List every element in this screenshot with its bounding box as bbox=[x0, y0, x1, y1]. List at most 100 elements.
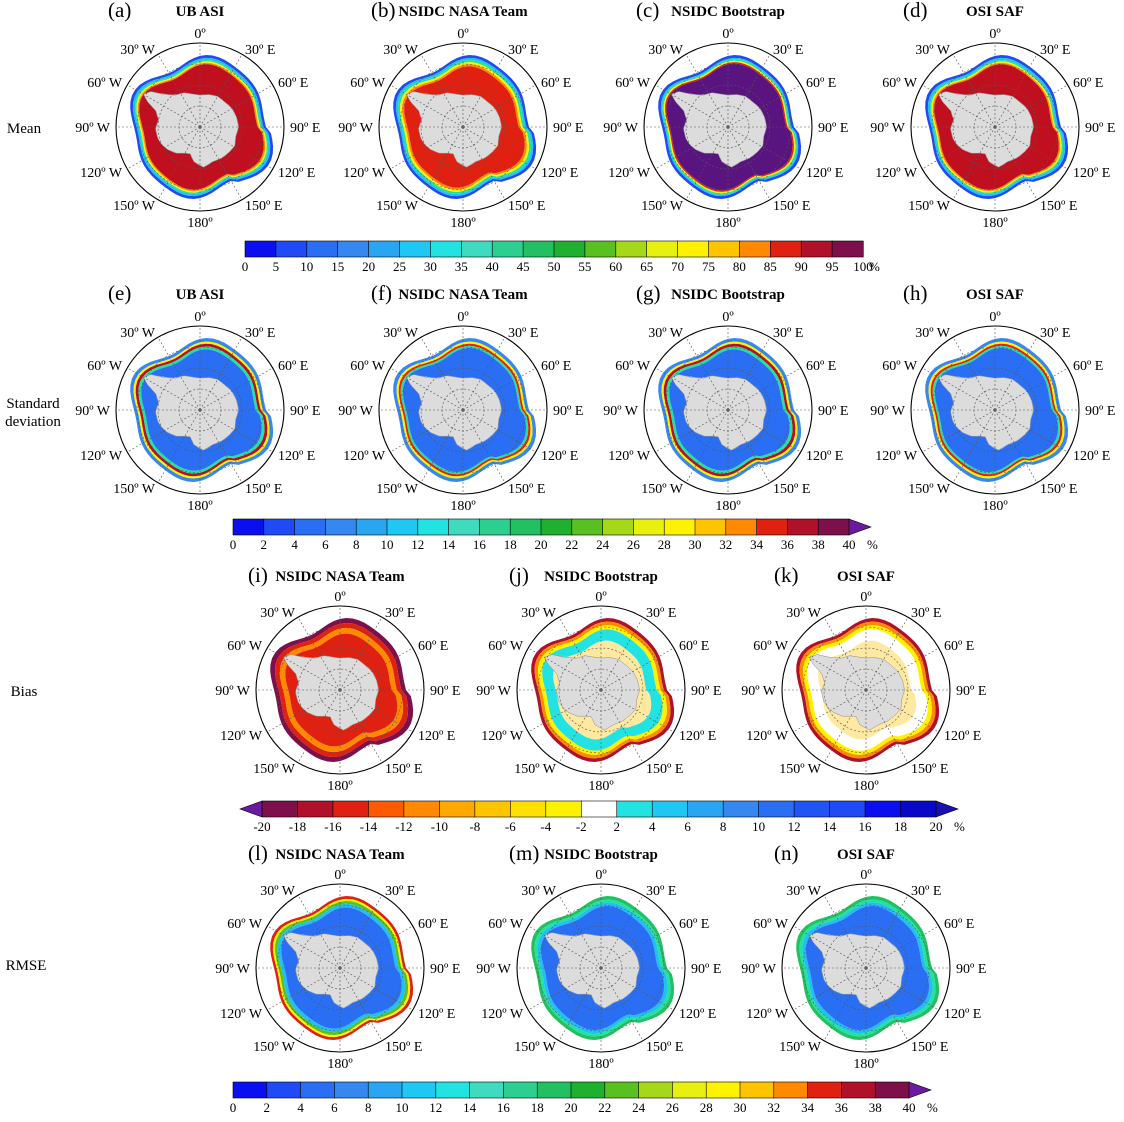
panel-letter: (e) bbox=[108, 281, 131, 305]
colorbar-unit: % bbox=[867, 537, 878, 552]
label-east-60: 60º E bbox=[418, 639, 448, 654]
colorbar-swatch bbox=[540, 518, 573, 536]
colorbar-swatch bbox=[800, 240, 833, 258]
colorbar-swatch bbox=[417, 518, 450, 536]
label-east-90: 90º E bbox=[1085, 404, 1115, 419]
label-east-90: 90º E bbox=[691, 684, 721, 699]
label-east-60: 60º E bbox=[806, 359, 836, 374]
colorbar-swatch bbox=[300, 1081, 335, 1099]
meridian-line bbox=[865, 647, 939, 691]
meridian-line bbox=[655, 409, 729, 453]
meridian-line bbox=[952, 409, 996, 483]
meridian-line bbox=[600, 895, 644, 969]
meridian-line bbox=[339, 689, 383, 763]
label-180-deg: 180º bbox=[588, 1057, 614, 1072]
label-west-60: 60º W bbox=[227, 917, 263, 932]
panel-letter: (m) bbox=[509, 841, 539, 865]
label-0-deg: 0º bbox=[457, 27, 469, 42]
label-west-30: 30º W bbox=[521, 884, 557, 899]
label-180-deg: 180º bbox=[450, 216, 476, 231]
label-west-90: 90º W bbox=[338, 121, 374, 136]
map-panel-l: (l) NSIDC NASA Team 0º 180º 30º E 30º W 60º E 6… bbox=[215, 841, 460, 1072]
colorbar-tick-label: 22 bbox=[565, 537, 578, 552]
label-west-30: 30º W bbox=[786, 884, 822, 899]
panel-title: NSIDC Bootstrap bbox=[544, 569, 658, 585]
meridian-line bbox=[127, 367, 201, 411]
colorbar-tick-label: 25 bbox=[393, 259, 406, 274]
meridian-line bbox=[952, 126, 996, 200]
label-east-120: 120º E bbox=[679, 1007, 716, 1022]
label-east-150: 150º E bbox=[773, 199, 810, 214]
label-east-60: 60º E bbox=[944, 917, 974, 932]
label-west-60: 60º W bbox=[882, 76, 918, 91]
meridian-line bbox=[865, 925, 939, 969]
label-east-60: 60º E bbox=[278, 76, 308, 91]
sea-ice-band bbox=[934, 64, 1059, 190]
label-east-90: 90º E bbox=[290, 404, 320, 419]
label-west-90: 90º W bbox=[75, 121, 111, 136]
colorbar-tick-label: 30 bbox=[734, 1100, 747, 1115]
latitude-circle bbox=[399, 346, 527, 474]
colorbar-swatch bbox=[602, 518, 635, 536]
colorbar-tick-label: 0 bbox=[242, 259, 249, 274]
meridian-line bbox=[157, 54, 201, 128]
meridian-line bbox=[157, 337, 201, 411]
map-panel-h: (h) OSI SAF 0º 180º 30º E 30º W 60º E 60º W 90º … bbox=[870, 281, 1115, 514]
colorbar-tick-label: 6 bbox=[331, 1100, 338, 1115]
colorbar-swatch bbox=[663, 518, 696, 536]
meridian-line bbox=[952, 54, 996, 128]
label-0-deg: 0º bbox=[595, 590, 607, 605]
meridian-line bbox=[297, 689, 341, 763]
meridian-line bbox=[922, 126, 996, 170]
label-east-120: 120º E bbox=[278, 166, 315, 181]
colorbar-tick-label: 28 bbox=[700, 1100, 713, 1115]
map-frame bbox=[910, 42, 1080, 212]
meridian-line bbox=[462, 337, 506, 411]
label-west-120: 120º W bbox=[481, 729, 524, 744]
row-label-bias: Bias bbox=[10, 684, 38, 700]
meridian-line bbox=[558, 967, 602, 1041]
label-east-60: 60º E bbox=[679, 917, 709, 932]
label-west-150: 150º W bbox=[113, 482, 156, 497]
label-west-120: 120º W bbox=[343, 166, 386, 181]
label-west-30: 30º W bbox=[120, 326, 156, 341]
label-west-120: 120º W bbox=[746, 729, 789, 744]
label-west-150: 150º W bbox=[779, 1040, 822, 1055]
colorbar-tick-label: 75 bbox=[702, 259, 715, 274]
colorbar-tick-label: 8 bbox=[353, 537, 360, 552]
meridian-line bbox=[865, 617, 909, 691]
antarctica-land bbox=[405, 91, 502, 168]
panel-title: OSI SAF bbox=[966, 287, 1024, 303]
label-0-deg: 0º bbox=[194, 310, 206, 325]
panel-title: NSIDC NASA Team bbox=[275, 569, 405, 585]
colorbar-swatch bbox=[399, 240, 432, 258]
map-panel-d: (d) OSI SAF 0º 180º 30º E 30º W 60º E 60º W 90º … bbox=[870, 0, 1115, 231]
meridian-line bbox=[420, 126, 464, 200]
colorbar-standard-deviation: 0 2 4 6 8 10 12 14 16 18 20 22 24 26 28 30 32 34 36 38 40% bbox=[230, 518, 893, 559]
colorbar-tick-label: 18 bbox=[531, 1100, 544, 1115]
label-east-60: 60º E bbox=[679, 639, 709, 654]
sea-ice-band bbox=[809, 640, 917, 740]
colorbar-swatch bbox=[633, 518, 665, 536]
meridian-line bbox=[297, 967, 341, 1041]
label-west-60: 60º W bbox=[753, 917, 789, 932]
meridian-line bbox=[267, 925, 341, 969]
panel-title: NSIDC Bootstrap bbox=[544, 847, 658, 863]
row-label-mean: Mean bbox=[6, 121, 42, 137]
meridian-line bbox=[462, 409, 536, 453]
label-west-120: 120º W bbox=[80, 166, 123, 181]
colorbar-tick-label: 0 bbox=[230, 1100, 237, 1115]
meridian-line bbox=[994, 54, 1038, 128]
label-west-150: 150º W bbox=[376, 199, 419, 214]
label-east-150: 150º E bbox=[508, 199, 545, 214]
label-west-90: 90º W bbox=[215, 962, 251, 977]
label-west-30: 30º W bbox=[521, 606, 557, 621]
label-east-60: 60º E bbox=[1073, 359, 1103, 374]
label-east-150: 150º E bbox=[646, 1040, 683, 1055]
antarctica-land bbox=[670, 374, 767, 451]
map-frame bbox=[516, 605, 686, 775]
colorbar-swatch bbox=[491, 240, 524, 258]
colorbar-swatch bbox=[829, 800, 866, 818]
meridian-line bbox=[685, 126, 729, 200]
label-0-deg: 0º bbox=[457, 310, 469, 325]
